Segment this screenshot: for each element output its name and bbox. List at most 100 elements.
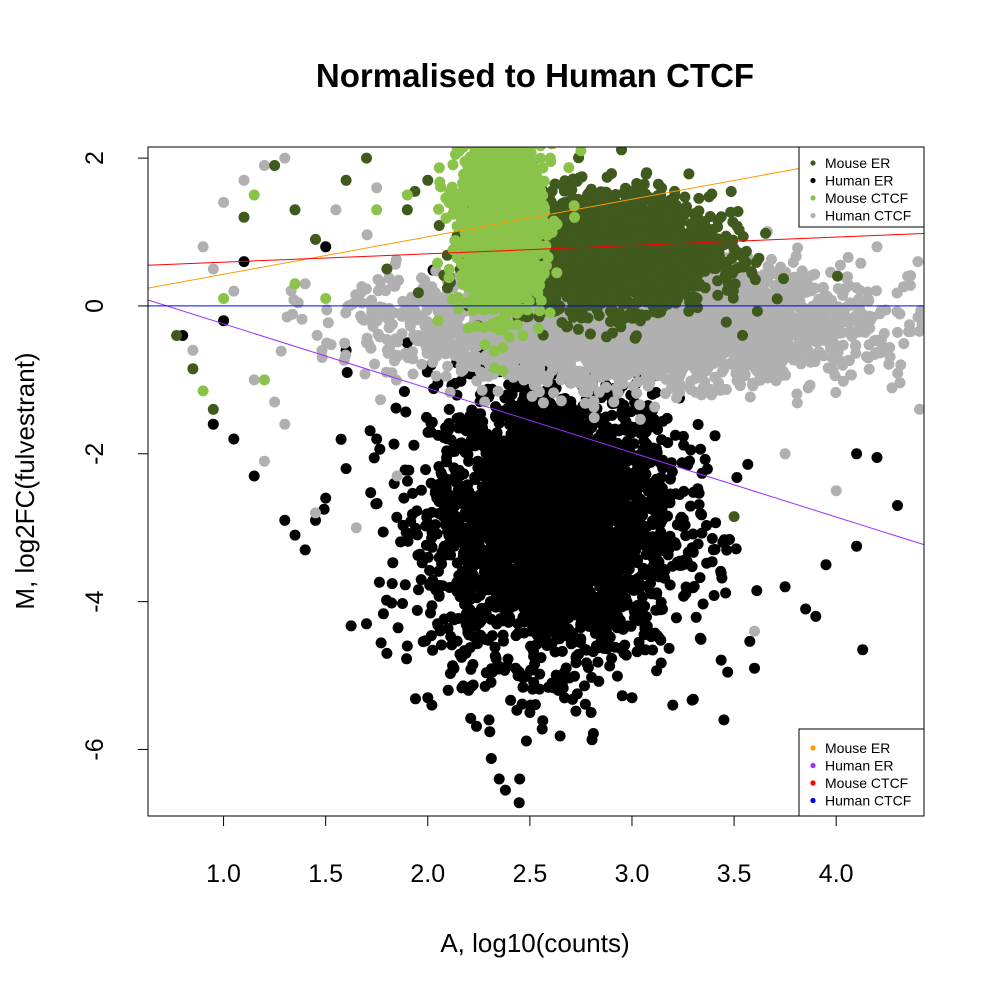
data-point <box>588 412 600 424</box>
data-point <box>469 613 481 625</box>
data-point <box>508 422 520 434</box>
data-point <box>398 492 410 504</box>
data-point <box>381 594 393 606</box>
data-point <box>318 503 330 515</box>
data-point <box>525 625 537 637</box>
data-point <box>505 694 517 706</box>
data-point <box>499 437 511 449</box>
data-point <box>484 726 496 738</box>
data-point <box>533 593 545 605</box>
data-point <box>830 387 842 398</box>
data-point <box>491 525 503 537</box>
data-point <box>650 387 662 398</box>
data-point <box>524 707 536 718</box>
data-point <box>593 675 605 687</box>
data-point <box>510 445 522 457</box>
data-point <box>674 555 686 567</box>
data-point <box>565 607 577 618</box>
data-point <box>373 576 385 588</box>
data-point <box>528 424 540 436</box>
data-point <box>632 572 644 584</box>
data-point <box>677 430 689 442</box>
data-point <box>722 666 734 678</box>
data-point <box>427 644 439 656</box>
data-point <box>744 391 756 403</box>
data-point <box>656 434 668 446</box>
data-point <box>508 550 520 562</box>
data-point <box>512 522 524 534</box>
data-point <box>715 567 727 579</box>
data-point <box>657 603 668 615</box>
data-point <box>499 664 511 676</box>
data-point <box>663 642 675 654</box>
data-point <box>477 416 489 428</box>
data-point <box>586 592 598 604</box>
data-point <box>459 418 470 429</box>
data-point <box>657 415 669 427</box>
data-point <box>730 543 742 555</box>
data-point <box>399 579 411 591</box>
data-point <box>602 520 614 532</box>
data-point <box>485 753 497 764</box>
data-point <box>511 704 523 716</box>
data-point <box>646 588 657 600</box>
data-point <box>397 598 408 609</box>
data-point <box>207 418 219 430</box>
data-point <box>613 425 625 437</box>
data-point <box>518 569 530 581</box>
data-point <box>631 646 643 658</box>
data-point <box>883 358 895 370</box>
data-point <box>498 456 510 468</box>
data-point <box>871 452 883 463</box>
data-point <box>320 241 332 253</box>
data-point <box>744 635 756 647</box>
data-point <box>441 490 452 502</box>
data-point <box>503 616 514 628</box>
data-point <box>546 677 558 689</box>
data-point <box>442 623 454 634</box>
data-point <box>690 611 702 623</box>
data-point <box>678 439 690 451</box>
data-point <box>402 475 413 487</box>
data-point <box>632 533 644 545</box>
data-point <box>549 646 561 658</box>
data-point <box>532 496 544 508</box>
data-point <box>361 618 372 630</box>
data-point <box>395 536 407 548</box>
data-point <box>420 464 432 476</box>
data-point <box>465 712 477 724</box>
data-point <box>526 583 538 595</box>
data-point <box>433 589 445 601</box>
data-point <box>426 699 438 711</box>
data-point <box>377 608 389 620</box>
data-point <box>514 773 526 785</box>
data-point <box>914 403 924 415</box>
data-point <box>575 606 587 618</box>
data-point <box>571 431 583 443</box>
data-point <box>693 499 705 511</box>
data-point <box>687 582 699 594</box>
data-point <box>375 394 386 406</box>
data-point <box>591 617 603 629</box>
data-point <box>543 541 555 553</box>
data-point <box>365 487 377 499</box>
data-point <box>605 569 617 581</box>
data-point <box>456 566 468 577</box>
data-point <box>513 797 525 809</box>
data-point <box>560 420 572 432</box>
data-point <box>892 326 903 338</box>
data-point <box>469 440 481 452</box>
data-point <box>851 540 863 552</box>
data-point <box>699 454 711 465</box>
data-point <box>721 544 733 556</box>
data-point <box>618 647 630 659</box>
data-point <box>487 666 499 678</box>
data-point <box>575 633 587 645</box>
data-point <box>579 643 591 655</box>
data-point <box>634 413 646 425</box>
data-point <box>597 607 609 619</box>
data-point <box>661 497 673 509</box>
data-point <box>731 472 743 483</box>
data-point <box>559 470 571 482</box>
data-point <box>401 640 413 652</box>
